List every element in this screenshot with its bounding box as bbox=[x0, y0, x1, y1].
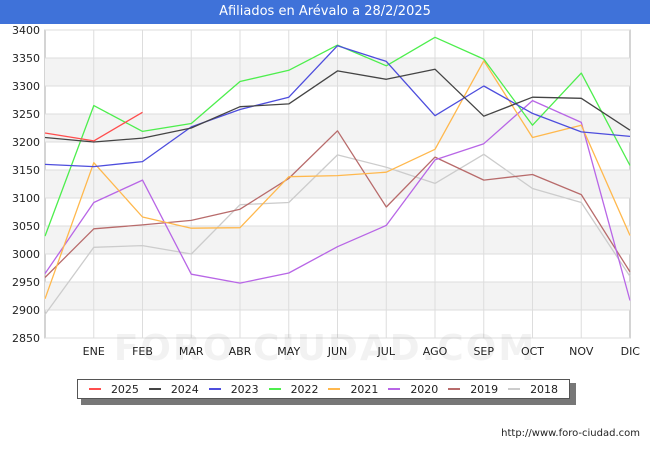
x-tick-label: DIC bbox=[621, 345, 641, 358]
legend-label: 2022 bbox=[290, 382, 319, 396]
x-tick-label: NOV bbox=[569, 345, 594, 358]
x-tick-label: MAR bbox=[179, 345, 204, 358]
y-tick-label: 2900 bbox=[12, 304, 40, 317]
series-line-2021 bbox=[44, 60, 631, 300]
y-tick-label: 3350 bbox=[12, 52, 40, 65]
x-tick-label: FEB bbox=[132, 345, 153, 358]
legend-item-2019: 2019 bbox=[448, 383, 498, 396]
legend-swatch bbox=[508, 388, 521, 390]
legend-swatch bbox=[88, 388, 101, 390]
legend-label: 2025 bbox=[110, 382, 139, 396]
series-line-2024 bbox=[44, 68, 631, 143]
y-tick-label: 3050 bbox=[12, 220, 40, 233]
legend-label: 2021 bbox=[350, 382, 379, 396]
series-line-2025 bbox=[44, 111, 143, 142]
legend-item-2020: 2020 bbox=[388, 383, 438, 396]
y-tick-label: 3200 bbox=[12, 136, 40, 149]
legend: 2025 2024 2023 2022 2021 2020 2019 2018 bbox=[77, 379, 570, 399]
series-line-2018 bbox=[44, 153, 631, 315]
legend-label: 2024 bbox=[170, 382, 199, 396]
legend-label: 2018 bbox=[530, 382, 559, 396]
legend-swatch bbox=[268, 388, 281, 390]
y-tick-label: 3250 bbox=[12, 108, 40, 121]
y-tick-label: 2950 bbox=[12, 276, 40, 289]
x-tick-label: MAY bbox=[277, 345, 300, 358]
footer-link[interactable]: http://www.foro-ciudad.com bbox=[501, 428, 640, 439]
series-line-2023 bbox=[44, 45, 631, 168]
legend-item-2022: 2022 bbox=[268, 382, 319, 396]
y-tick-label: 3150 bbox=[12, 164, 40, 177]
y-tick-label: 3100 bbox=[12, 192, 40, 205]
legend-item-2021: 2021 bbox=[328, 383, 378, 396]
x-tick-label: JUN bbox=[327, 345, 348, 358]
y-tick-label: 3300 bbox=[12, 80, 40, 93]
y-tick-label: 2850 bbox=[12, 332, 40, 345]
legend-item-2024: 2024 bbox=[148, 382, 199, 396]
legend-label: 2020 bbox=[410, 382, 439, 396]
legend-label: 2023 bbox=[230, 382, 259, 396]
legend-swatch bbox=[148, 388, 161, 390]
chart-title: Afiliados en Arévalo a 28/2/2025 bbox=[0, 0, 650, 24]
x-tick-label: ENE bbox=[83, 345, 105, 358]
legend-swatch bbox=[328, 388, 341, 390]
y-tick-label: 3000 bbox=[12, 248, 40, 261]
legend-swatch bbox=[208, 388, 221, 390]
y-tick-label: 3400 bbox=[12, 24, 40, 37]
x-tick-label: JUL bbox=[377, 345, 396, 358]
x-tick-label: AGO bbox=[423, 345, 448, 358]
series-line-2020 bbox=[44, 99, 631, 301]
legend-item-2023: 2023 bbox=[208, 382, 259, 396]
x-tick-label: SEP bbox=[473, 345, 494, 358]
series-line-2019 bbox=[44, 130, 631, 278]
legend-swatch bbox=[448, 388, 461, 390]
legend-label: 2019 bbox=[470, 382, 499, 396]
legend-swatch bbox=[388, 388, 401, 390]
x-tick-label: ABR bbox=[229, 345, 252, 358]
x-tick-label: OCT bbox=[521, 345, 544, 358]
legend-item-2025: 2025 bbox=[88, 382, 139, 396]
legend-item-2018: 2018 bbox=[508, 383, 558, 396]
